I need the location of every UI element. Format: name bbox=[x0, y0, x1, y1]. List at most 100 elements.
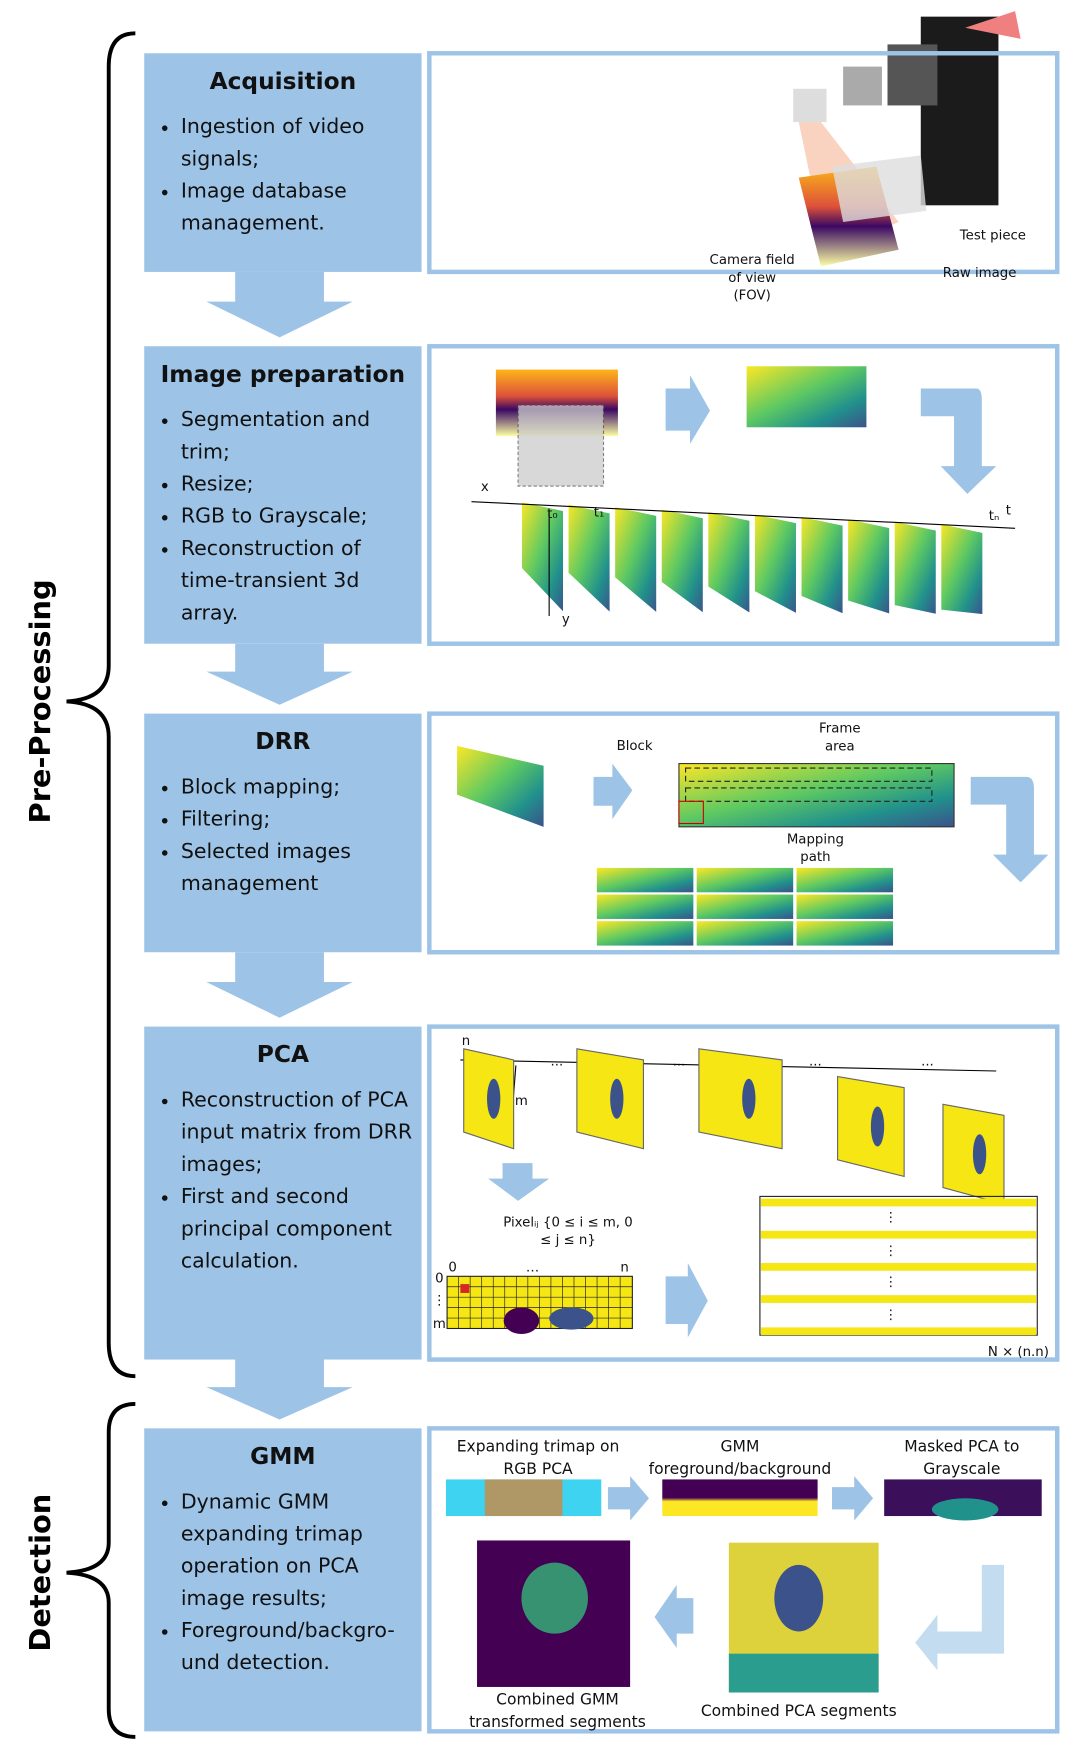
block-image bbox=[697, 921, 794, 945]
block-image bbox=[597, 868, 694, 892]
figure-label: 0 bbox=[435, 1272, 443, 1287]
bullet: RGB to Grayscale; bbox=[181, 501, 420, 533]
figure-label-text: Frame area bbox=[807, 719, 874, 755]
arrow bbox=[921, 388, 996, 493]
figure-label-text: Mapping path bbox=[782, 830, 849, 866]
figure-label: t₀ bbox=[547, 507, 558, 522]
blob bbox=[487, 1079, 500, 1119]
bullet: Selected images management bbox=[181, 836, 420, 900]
trimmed-image bbox=[747, 366, 867, 427]
block-image bbox=[597, 921, 694, 945]
frame bbox=[615, 507, 657, 614]
figure-label: ⋮ bbox=[433, 1294, 446, 1309]
figure-label-text: Expanding trimap on RGB PCA bbox=[444, 1436, 633, 1480]
blob bbox=[871, 1107, 884, 1147]
blob bbox=[504, 1307, 540, 1334]
figure-label: Mapping path bbox=[782, 830, 849, 897]
figure-label: GMM foreground/background bbox=[646, 1436, 835, 1503]
figure-label: Camera field of view (FOV) bbox=[708, 251, 797, 318]
blob bbox=[774, 1565, 823, 1632]
stage-title: Image preparation bbox=[161, 361, 405, 388]
diagram: Acquisition Ingestion of video signals;Im… bbox=[0, 0, 1065, 1748]
frame bbox=[801, 516, 843, 614]
blob bbox=[742, 1079, 755, 1119]
figure-label: x bbox=[481, 480, 489, 495]
figure-label: ⋮ bbox=[884, 1210, 897, 1225]
stage-title: PCA bbox=[257, 1041, 309, 1068]
stage-bullets: Segmentation and trim;Resize;RGB to Gray… bbox=[148, 404, 420, 640]
matrix-row bbox=[761, 1295, 1036, 1303]
group-braces bbox=[67, 33, 136, 1737]
down-arrow bbox=[206, 1360, 352, 1420]
bullet-list: Block mapping;Filtering;Selected images … bbox=[148, 771, 420, 900]
down-arrow bbox=[206, 644, 352, 705]
blob bbox=[549, 1307, 593, 1329]
crop bbox=[518, 405, 603, 486]
stage-bullets: Ingestion of video signals;Image databas… bbox=[148, 111, 420, 269]
bullet: Reconstruction of time-transient 3d arra… bbox=[181, 533, 420, 630]
figure-label: ⋮ bbox=[884, 1275, 897, 1290]
frame bbox=[754, 514, 796, 614]
block-image bbox=[797, 895, 894, 919]
arrow bbox=[666, 375, 710, 444]
matrix-row bbox=[761, 1327, 1036, 1335]
bullet: Dynamic GMM expanding trimap operation o… bbox=[181, 1486, 420, 1615]
figure-label-text: Combined PCA segments bbox=[699, 1700, 899, 1722]
stage-bullets: Reconstruction of PCA input matrix from … bbox=[148, 1084, 420, 1356]
bullet-list: Reconstruction of PCA input matrix from … bbox=[148, 1084, 420, 1277]
block-image bbox=[597, 895, 694, 919]
brace bbox=[67, 1404, 136, 1737]
group-label: Detection bbox=[23, 1494, 57, 1652]
arrow bbox=[655, 1585, 694, 1648]
frame bbox=[699, 1049, 782, 1149]
figure-label: n bbox=[462, 1034, 470, 1049]
test-piece bbox=[832, 155, 926, 222]
stage-bullets: Dynamic GMM expanding trimap operation o… bbox=[148, 1486, 420, 1728]
bullet-list: Dynamic GMM expanding trimap operation o… bbox=[148, 1486, 420, 1679]
figure-label: ⋮ bbox=[884, 1244, 897, 1259]
blob bbox=[610, 1079, 623, 1119]
blob bbox=[973, 1134, 986, 1174]
matrix-row bbox=[761, 1231, 1036, 1239]
bullet: Block mapping; bbox=[181, 771, 420, 803]
figure-label-text: Camera field of view (FOV) bbox=[708, 251, 797, 304]
block-image bbox=[797, 921, 894, 945]
page: {"groups": [{"label": "Pre-Processing"},… bbox=[0, 0, 1065, 1748]
stage-bullets: Block mapping;Filtering;Selected images … bbox=[148, 771, 420, 949]
bullet: Filtering; bbox=[181, 804, 420, 836]
figure-label: Test piece bbox=[959, 228, 1026, 243]
figure-label: tₙ bbox=[989, 509, 1000, 524]
arrow bbox=[594, 764, 633, 819]
figure-label: t bbox=[1006, 504, 1011, 519]
stage-title: DRR bbox=[255, 728, 310, 755]
stage-title: Acquisition bbox=[210, 68, 357, 95]
pca-segment bbox=[729, 1654, 879, 1693]
block-image bbox=[697, 868, 794, 892]
figure-label: ··· bbox=[921, 1058, 934, 1073]
figure-label: … bbox=[526, 1260, 539, 1275]
figure-label: Block bbox=[617, 739, 653, 754]
frame bbox=[848, 519, 890, 614]
frame-stack bbox=[521, 502, 983, 615]
bullet-list: Ingestion of video signals;Image databas… bbox=[148, 111, 420, 240]
camera-ghost bbox=[843, 67, 882, 106]
arrow bbox=[488, 1163, 549, 1201]
matrix-row bbox=[761, 1263, 1036, 1271]
arrow bbox=[915, 1565, 1004, 1670]
figure-label: N × (n.n) bbox=[988, 1345, 1049, 1360]
bullet: First and second principal component cal… bbox=[181, 1181, 420, 1278]
figure-label: ··· bbox=[673, 1058, 686, 1073]
figure-label: ··· bbox=[809, 1058, 822, 1073]
figure-label: Combined PCA segments bbox=[699, 1700, 899, 1748]
stage-title: GMM bbox=[250, 1443, 315, 1470]
bullet: Resize; bbox=[181, 468, 420, 500]
bullet: Reconstruction of PCA input matrix from … bbox=[181, 1084, 420, 1181]
frame bbox=[941, 524, 983, 615]
frame bbox=[894, 521, 936, 614]
matrix-row bbox=[761, 1199, 1036, 1207]
camera-ghost bbox=[793, 89, 826, 122]
figure-label: m bbox=[433, 1317, 446, 1332]
block-image bbox=[697, 895, 794, 919]
matrix-rows bbox=[761, 1199, 1036, 1336]
bullet: Segmentation and trim; bbox=[181, 404, 420, 468]
